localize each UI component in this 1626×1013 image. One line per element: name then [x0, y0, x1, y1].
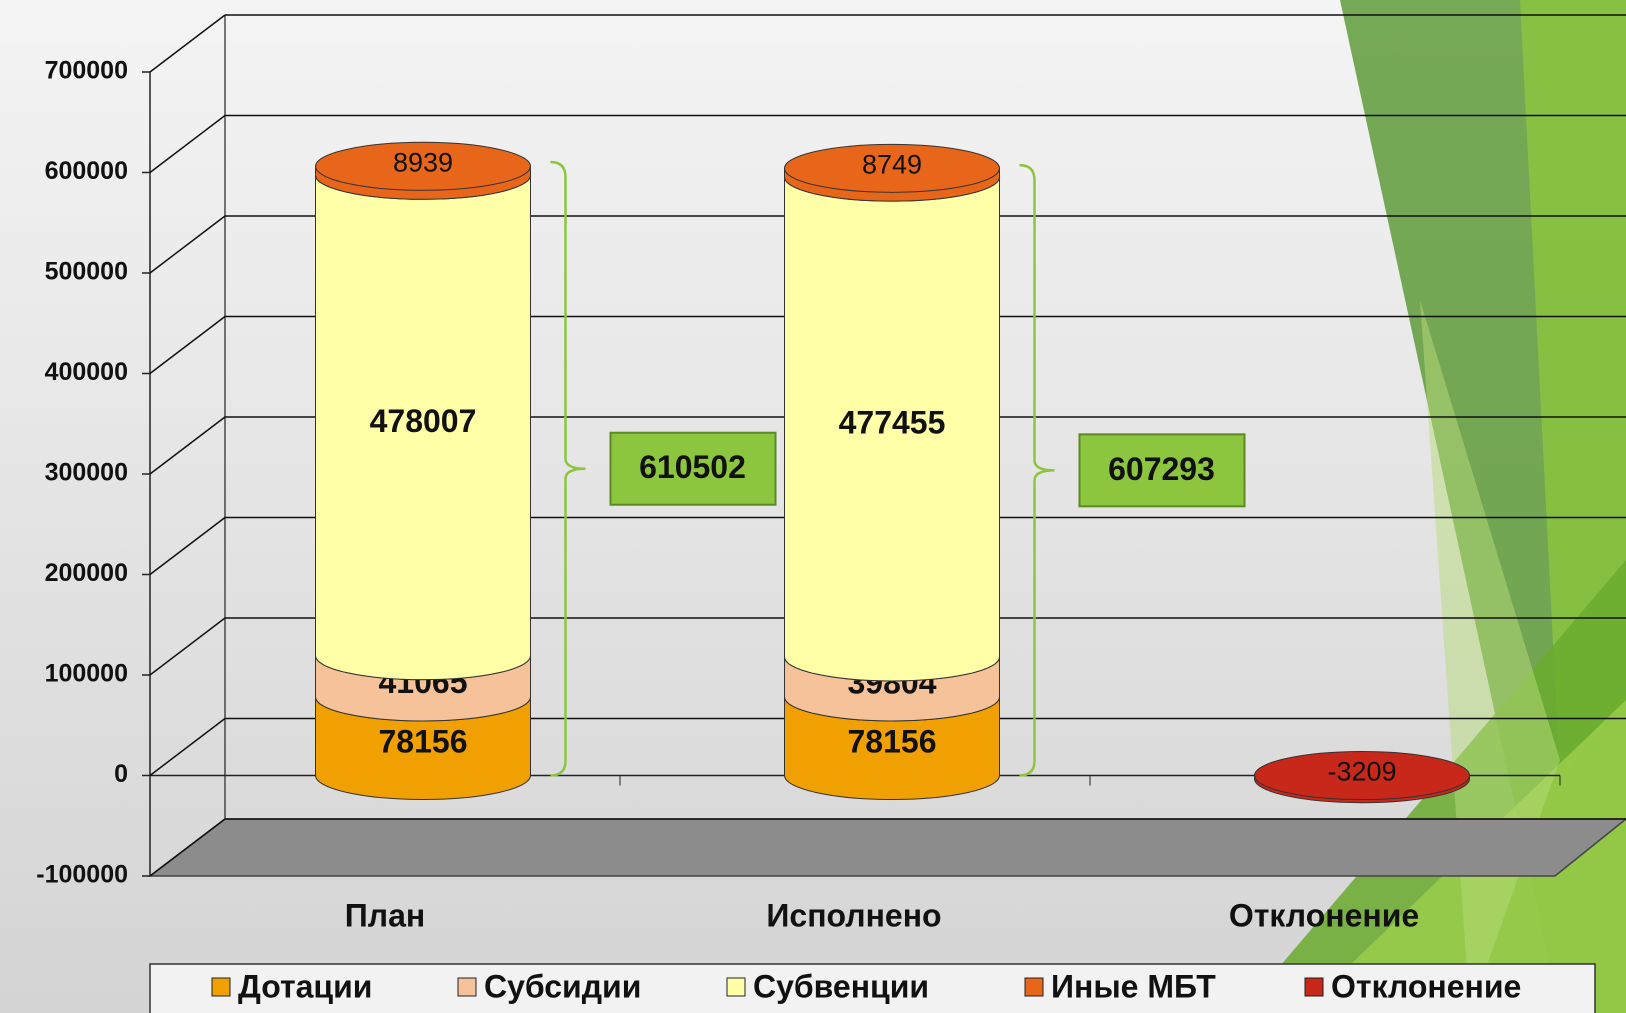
y-tick-label: 700000: [45, 57, 128, 85]
chart: -100000 0 100000 200000 300000 400000 500000 60…: [0, 0, 1626, 1013]
y-tick-label: 600000: [45, 157, 128, 185]
y-tick-label: 100000: [45, 660, 128, 688]
legend-label: Субсидии: [484, 968, 641, 1004]
legend-swatch: [1305, 978, 1323, 996]
legend-swatch: [727, 978, 745, 996]
data-label: 78156: [379, 724, 468, 760]
x-tick-label: Исполнено: [766, 897, 941, 933]
legend-label: Иные МБТ: [1051, 968, 1216, 1004]
y-tick-label: 400000: [45, 358, 128, 386]
y-tick-label: 500000: [45, 258, 128, 286]
data-label: -3209: [1327, 757, 1396, 787]
y-tick-label: 300000: [45, 459, 128, 487]
data-label: 8749: [862, 149, 922, 179]
total-label: 607293: [1108, 451, 1215, 487]
data-label: 477455: [839, 404, 946, 440]
x-tick-label: План: [345, 897, 425, 933]
page: {"chart_data": {"type": "bar3d-cylinder-…: [0, 0, 1626, 1013]
legend-label: Отклонение: [1331, 968, 1521, 1004]
x-tick-label: Отклонение: [1229, 897, 1419, 933]
legend-swatch: [1025, 978, 1043, 996]
legend-label: Дотации: [238, 968, 372, 1004]
data-label: 78156: [848, 724, 937, 760]
y-tick-label: 200000: [45, 559, 128, 587]
legend-swatch: [212, 978, 230, 996]
y-tick-label: 0: [114, 760, 128, 788]
data-label: 478007: [370, 403, 477, 439]
floor: [150, 819, 1626, 876]
legend-label: Субвенции: [753, 968, 929, 1004]
total-label: 610502: [639, 449, 746, 485]
legend-swatch: [458, 978, 476, 996]
data-label: 8939: [393, 147, 453, 177]
y-tick-label: -100000: [36, 861, 128, 889]
